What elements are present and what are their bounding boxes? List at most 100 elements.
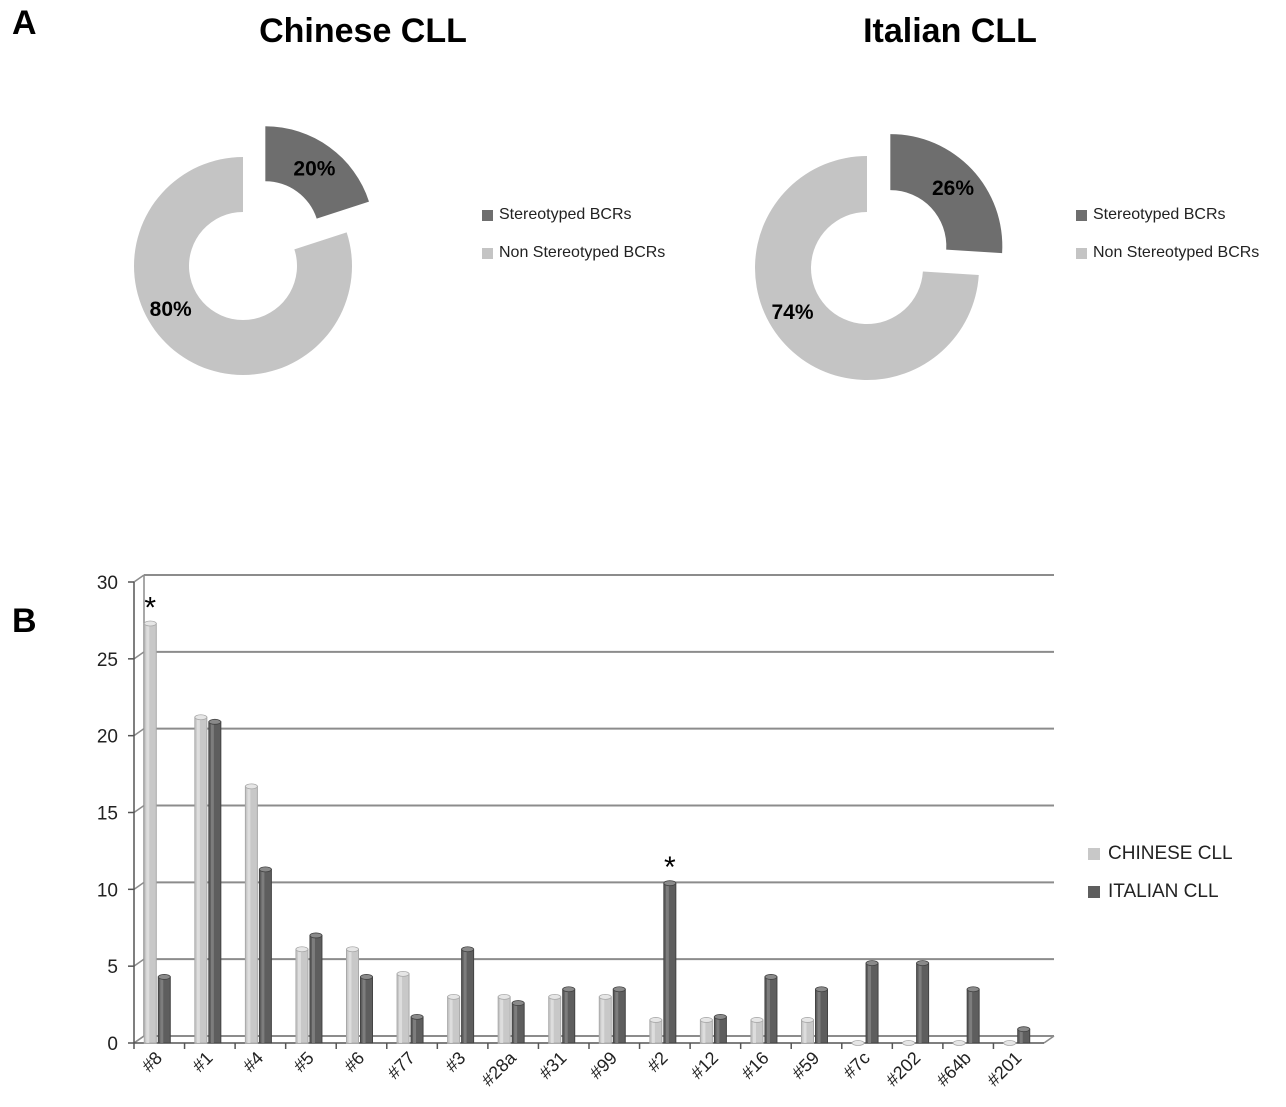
- legend-label: CHINESE CLL: [1108, 843, 1233, 864]
- legend-label: Non Stereotyped BCRs: [499, 244, 666, 261]
- legend-swatch: [1076, 209, 1087, 221]
- gridline-diagonal: [133, 958, 145, 967]
- legend-label: Stereotyped BCRs: [1093, 206, 1226, 223]
- donut-charts: 20% 80% 26% 74%: [134, 126, 1003, 381]
- bar-chinese: [447, 994, 461, 1044]
- legend-item-non-stereotyped: Non Stereotyped BCRs: [482, 243, 665, 263]
- legend-label: Non Stereotyped BCRs: [1093, 244, 1260, 261]
- italian-donut-title: Italian CLL: [863, 12, 1037, 50]
- legend-item-italian: ITALIAN CLL: [1088, 880, 1233, 904]
- x-tick-label: #1: [188, 1048, 216, 1076]
- legend-swatch: [482, 209, 493, 221]
- legend-label: ITALIAN CLL: [1108, 881, 1219, 902]
- legend-swatch: [1088, 886, 1100, 898]
- legend-label: Stereotyped BCRs: [499, 206, 632, 223]
- x-tick-label: #202: [882, 1048, 924, 1090]
- italian-donut: 26% 74%: [755, 134, 1003, 381]
- bar-italian: [258, 866, 272, 1044]
- slice-value-label: 20%: [293, 158, 335, 181]
- x-tick-label: #4: [239, 1048, 267, 1076]
- bar-chinese: [750, 1017, 764, 1044]
- gridline-diagonal: [133, 1035, 145, 1044]
- bar-italian: [410, 1013, 424, 1044]
- y-tick-label: 10: [97, 880, 118, 901]
- x-tick-label: #31: [535, 1048, 570, 1083]
- y-tick-label: 30: [97, 573, 118, 594]
- bar-chinese: [851, 1040, 865, 1046]
- slice-value-label: 26%: [932, 177, 974, 200]
- bar-chinese: [902, 1040, 916, 1046]
- gridlines: [128, 574, 1055, 1049]
- x-tick-label: #59: [788, 1048, 823, 1083]
- x-tick-label: #28a: [478, 1047, 521, 1090]
- slice-non-stereotyped: [134, 157, 352, 375]
- bar-italian: [713, 1013, 727, 1044]
- x-tick-label: #6: [340, 1048, 368, 1076]
- x-tick-label: #16: [737, 1048, 772, 1083]
- bar-chinese: [801, 1017, 814, 1044]
- gridline-diagonal: [133, 728, 145, 737]
- y-tick-label: 15: [97, 804, 118, 825]
- bar-italian: [157, 974, 171, 1044]
- bar-italian: [612, 986, 626, 1044]
- legend-swatch: [482, 247, 493, 259]
- y-tick-label: 5: [107, 957, 118, 978]
- bar-italian: [461, 946, 475, 1044]
- bar-chinese: [1003, 1040, 1017, 1046]
- floor-edge: [1043, 1035, 1055, 1044]
- slice-stereotyped: [265, 126, 370, 219]
- bar-italian: [916, 960, 930, 1044]
- bar-chinese: [295, 946, 309, 1044]
- chinese-donut: 20% 80%: [134, 126, 370, 375]
- gridline-diagonal: [133, 651, 145, 660]
- bar-chinese: [952, 1040, 966, 1046]
- bar-chinese: [346, 946, 359, 1044]
- bar-italian: [865, 960, 879, 1044]
- bar-chinese: [598, 994, 612, 1044]
- legend-item-stereotyped: Stereotyped BCRs: [482, 205, 665, 225]
- gridline-diagonal: [133, 804, 145, 814]
- y-tick-label: 0: [107, 1034, 118, 1055]
- bar-italian: [966, 986, 980, 1044]
- legend-swatch: [1076, 247, 1087, 259]
- legend-item-non-stereotyped: Non Stereotyped BCRs: [1076, 243, 1259, 263]
- x-tick-label: #201: [983, 1048, 1025, 1090]
- significance-asterisk: *: [664, 851, 676, 884]
- bar-chinese: [497, 994, 511, 1044]
- bar-italian: [562, 986, 576, 1044]
- x-tick-label: #8: [138, 1048, 166, 1076]
- y-tick-label: 20: [97, 727, 118, 748]
- gridline-diagonal: [133, 574, 145, 583]
- slice-value-label: 74%: [772, 301, 814, 324]
- x-tick-label: #2: [643, 1048, 671, 1076]
- bar-italian: [764, 974, 778, 1044]
- slice-value-label: 80%: [150, 298, 192, 321]
- x-tick-label: #3: [441, 1048, 469, 1076]
- gridline-diagonal: [133, 881, 145, 890]
- legend-item-chinese: CHINESE CLL: [1088, 842, 1233, 866]
- bar-chinese: [649, 1017, 663, 1044]
- bar-chinese: [244, 783, 258, 1044]
- x-tick-label: #99: [586, 1048, 621, 1083]
- x-tick-label: #64b: [933, 1048, 975, 1090]
- bar-chinese: [194, 714, 208, 1044]
- x-tick-label: #5: [289, 1048, 317, 1076]
- x-tick-label: #12: [687, 1048, 722, 1083]
- bar-chinese: [548, 994, 562, 1044]
- bar-italian: [663, 880, 677, 1044]
- donut-legend-italian: Stereotyped BCRs Non Stereotyped BCRs: [1076, 205, 1259, 281]
- bar-italian: [1017, 1026, 1031, 1044]
- bars: [143, 620, 1031, 1046]
- legend-swatch: [1088, 848, 1100, 860]
- bar-italian: [360, 974, 373, 1044]
- legend-item-stereotyped: Stereotyped BCRs: [1076, 205, 1259, 225]
- chinese-donut-title: Chinese CLL: [259, 12, 467, 50]
- slice-non-stereotyped: [755, 156, 979, 381]
- bar-chinese: [143, 620, 157, 1044]
- bar-chinese: [396, 970, 410, 1044]
- slice-stereotyped: [890, 134, 1003, 254]
- bar-italian: [815, 986, 828, 1044]
- panel-b-label: B: [12, 602, 37, 640]
- bar-chinese: [699, 1017, 713, 1044]
